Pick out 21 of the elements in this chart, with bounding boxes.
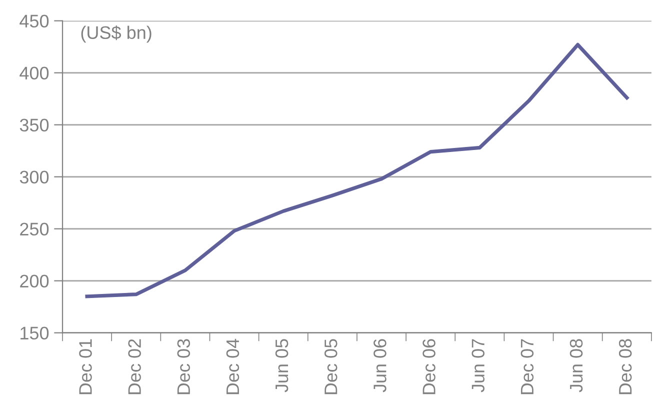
line-series [85, 42, 629, 298]
x-tick-label: Dec 07 [520, 339, 534, 394]
y-tick-label: 350 [20, 118, 49, 132]
y-tick-label: 250 [20, 222, 49, 236]
x-tick-label: Dec 01 [79, 339, 92, 394]
x-tick-label: Dec 08 [618, 339, 632, 394]
y-axis-title: (US$ bn) [81, 25, 152, 43]
x-tick-label: Dec 02 [128, 339, 141, 394]
x-tick-label: Dec 04 [226, 338, 240, 394]
y-tick-label: 150 [20, 326, 49, 340]
x-tick-label: Dec 06 [422, 339, 436, 394]
x-tick-label: Jun 05 [275, 339, 288, 392]
x-tick-label: Jun 06 [374, 339, 386, 392]
y-tick-label: 300 [20, 170, 49, 184]
x-tick-label: Jun 08 [570, 339, 583, 392]
x-tick-label: Dec 05 [324, 339, 338, 394]
y-tick-label: 200 [20, 274, 49, 288]
y-tick-label: 400 [20, 66, 49, 80]
x-tick-label: Dec 03 [177, 339, 190, 394]
y-tick-label: 450 [20, 14, 49, 28]
x-tick-label: Jun 07 [472, 339, 484, 392]
